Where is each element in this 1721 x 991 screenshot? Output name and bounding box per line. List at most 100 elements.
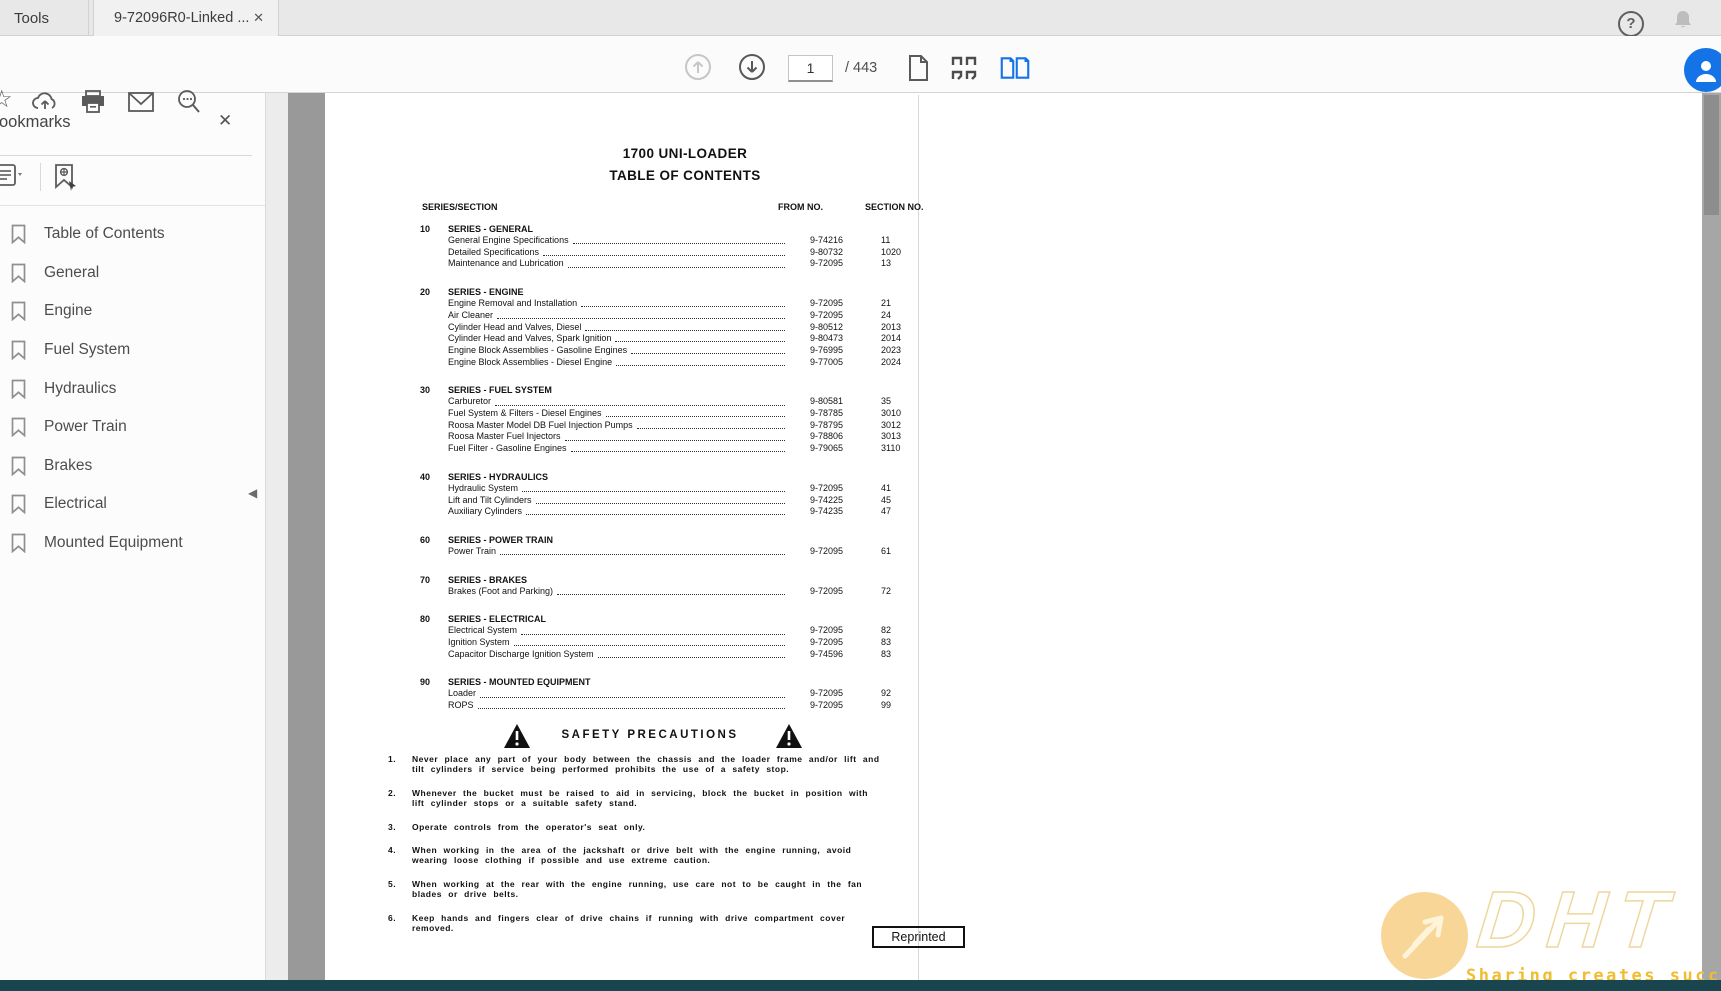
toc-entry-section-number: 2013 — [881, 321, 902, 332]
scrollbar-thumb[interactable] — [1704, 95, 1719, 215]
toc-section: 60 SERIES - POWER TRAIN Power Train 9-72… — [325, 534, 965, 558]
email-icon[interactable] — [126, 87, 156, 117]
tab-document[interactable]: 9-72096R0-Linked ... ✕ — [93, 0, 279, 36]
toc-series-number: 10 — [420, 224, 431, 234]
dot-leader — [557, 586, 785, 595]
toc-entry-from-number: 9-80512 — [809, 321, 843, 332]
bookmark-item[interactable]: Hydraulics — [0, 369, 265, 408]
notifications-bell-icon[interactable] — [1672, 9, 1694, 36]
toc-series-name: SERIES - GENERAL — [448, 224, 534, 234]
dot-leader — [631, 345, 785, 355]
column-header-series: SERIES/SECTION — [422, 202, 498, 212]
toc-series-name: SERIES - ELECTRICAL — [448, 614, 547, 625]
toc-entry-from-number: 9-72095 — [809, 309, 843, 320]
bookmark-icon — [11, 456, 26, 476]
search-comments-icon[interactable] — [174, 87, 204, 117]
previous-page-icon[interactable] — [683, 52, 713, 82]
safety-item-number: 4. — [388, 845, 397, 856]
toc-entry-label: Engine Removal and Installation — [448, 298, 578, 309]
toc-entry-section-number: 3010 — [881, 408, 902, 419]
bookmark-item[interactable]: Power Train — [0, 408, 265, 447]
dot-leader — [535, 495, 785, 504]
toc-entry-section-number: 2023 — [881, 344, 902, 355]
page-number-input[interactable] — [788, 55, 833, 82]
print-icon[interactable] — [78, 87, 108, 117]
toc-series-number: 40 — [420, 471, 431, 482]
toc-entry-label: Ignition System — [448, 637, 510, 648]
toc-entry-section-number: 83 — [881, 637, 892, 648]
bookmark-item[interactable]: Brakes — [0, 447, 265, 486]
bell-icon — [1675, 11, 1691, 28]
next-page-icon[interactable] — [737, 52, 767, 82]
divider — [0, 205, 265, 206]
panel-collapse-icon[interactable]: ◀ — [248, 486, 258, 500]
bookmark-item[interactable]: Mounted Equipment — [0, 524, 265, 563]
toc-entry-section-number: 72 — [881, 585, 892, 596]
toc-entry-label: Carburetor — [448, 396, 492, 407]
toc-series-name: SERIES - BRAKES — [448, 574, 528, 585]
bookmark-item[interactable]: Fuel System — [0, 331, 265, 370]
cloud-upload-icon[interactable] — [30, 87, 60, 117]
toc-entry-row: Fuel Filter - Gasoline Engines 9-79065 3… — [325, 443, 965, 455]
toc-entry-label: Roosa Master Model DB Fuel Injection Pum… — [448, 419, 633, 430]
divider — [40, 163, 41, 191]
toc-entry-row: Lift and Tilt Cylinders 9-74225 45 — [325, 495, 965, 507]
toc-section: 20 SERIES - ENGINE Engine Removal and In… — [325, 286, 965, 368]
bookmark-item[interactable]: Electrical — [0, 485, 265, 524]
safety-item-number: 6. — [388, 912, 397, 923]
expand-current-bookmark-icon[interactable] — [52, 163, 80, 196]
toc-entry-label: ROPS — [448, 700, 474, 711]
vertical-scrollbar[interactable] — [1702, 93, 1721, 980]
toc-entry-from-number: 9-72095 — [809, 688, 843, 699]
bookmark-item[interactable]: Table of Contents — [0, 215, 265, 254]
two-page-view-icon[interactable] — [1000, 53, 1030, 83]
toc-entry-from-number: 9-77005 — [809, 356, 843, 367]
toc-entry-row: Hydraulic System 9-72095 41 — [325, 483, 965, 495]
toc-entry-from-number: 9-72095 — [809, 637, 843, 648]
single-page-view-icon[interactable] — [903, 53, 933, 83]
bookmark-options-icon[interactable] — [0, 163, 26, 194]
tab-close-icon[interactable]: ✕ — [253, 10, 264, 25]
safety-item-number: 1. — [388, 754, 397, 764]
safety-item-number: 2. — [388, 787, 397, 798]
toc-entry-row: ROPS 9-72095 99 — [325, 700, 965, 712]
toc-entry-section-number: 3012 — [881, 419, 902, 430]
toc-series-name: SERIES - POWER TRAIN — [448, 534, 554, 545]
page-thumbnails-icon[interactable] — [950, 53, 980, 83]
footer-bar — [0, 980, 1721, 991]
help-icon[interactable]: ? — [1618, 11, 1644, 37]
document-subtitle: TABLE OF CONTENTS — [609, 168, 761, 183]
toc-entry-row: Roosa Master Model DB Fuel Injection Pum… — [325, 420, 965, 432]
toc-entry-row: Detailed Specifications 9-80732 1020 — [325, 247, 965, 259]
toc-entry-label: Cylinder Head and Valves, Spark Ignition — [448, 333, 612, 344]
toc-entry-row: Capacitor Discharge Ignition System 9-74… — [325, 649, 965, 661]
bookmark-icon — [11, 379, 26, 399]
toc-entry-label: General Engine Specifications — [448, 235, 569, 245]
warning-triangle-icon — [776, 724, 802, 748]
panel-splitter[interactable] — [266, 93, 288, 980]
bookmark-item[interactable]: General — [0, 254, 265, 293]
dot-leader — [513, 637, 785, 647]
toc-entry-section-number: 41 — [881, 482, 892, 493]
tab-tools[interactable]: Tools — [0, 0, 89, 36]
bookmark-icon — [11, 495, 26, 515]
toc-entry-row: Cylinder Head and Valves, Spark Ignition… — [325, 333, 965, 345]
pdf-page-area[interactable] — [325, 93, 1702, 980]
toc-entry-row: Loader 9-72095 92 — [325, 688, 965, 700]
toc-entry-row: Maintenance and Lubrication 9-72095 13 — [325, 258, 965, 270]
toc-series-name: SERIES - ENGINE — [448, 287, 524, 298]
bookmark-item[interactable]: Engine — [0, 292, 265, 331]
toc-entry-label: Maintenance and Lubrication — [448, 258, 564, 269]
favorites-star-icon[interactable]: ☆ — [0, 86, 13, 113]
document-canvas-background — [288, 93, 325, 980]
toc-entry-label: Roosa Master Fuel Injectors — [448, 431, 561, 442]
toc-entry-section-number: 92 — [881, 688, 892, 699]
safety-item: 3. Operate controls from the operator's … — [388, 822, 888, 832]
toc-entry-row: Cylinder Head and Valves, Diesel 9-80512… — [325, 322, 965, 334]
bookmarks-close-icon[interactable]: ✕ — [218, 111, 233, 130]
safety-item-number: 5. — [388, 878, 397, 889]
dot-leader — [497, 310, 785, 320]
dot-leader — [526, 506, 785, 516]
dot-leader — [615, 333, 785, 343]
account-avatar[interactable] — [1684, 48, 1721, 92]
